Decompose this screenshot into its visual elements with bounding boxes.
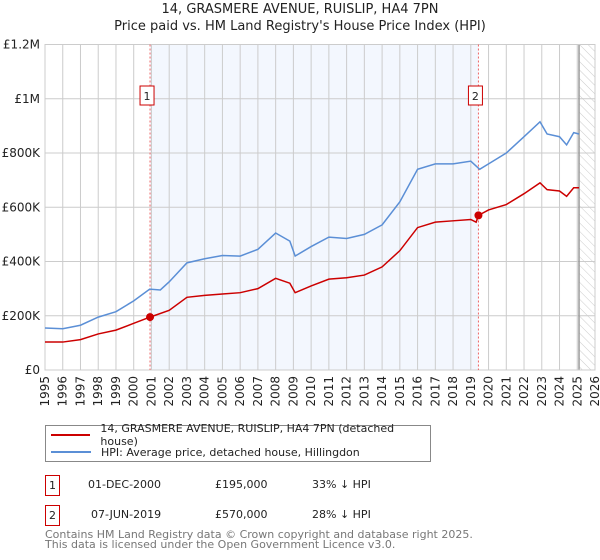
x-tick-label: 1996 <box>56 376 70 407</box>
x-tick-label: 2004 <box>198 376 212 407</box>
legend-swatch-blue <box>51 451 91 453</box>
x-tick-label: 1995 <box>38 376 52 407</box>
x-tick-label: 2007 <box>251 376 265 407</box>
marker-badge: 2 <box>45 505 60 526</box>
x-tick-label: 2006 <box>233 376 247 407</box>
date: 01-DEC-2000 <box>88 478 162 491</box>
x-tick-label: 1998 <box>91 376 105 407</box>
hpi-delta: 33% ↓ HPI <box>312 478 371 491</box>
sale-point <box>474 211 483 220</box>
x-tick-label: 2003 <box>180 376 194 407</box>
price: £570,000 <box>215 508 268 521</box>
x-tick-label: 2015 <box>393 376 407 407</box>
x-tick-label: 2008 <box>269 376 283 407</box>
x-tick-label: 2010 <box>304 376 318 407</box>
y-tick-label: £1.2M <box>3 38 40 52</box>
x-tick-label: 2022 <box>517 376 531 407</box>
marker-badge <box>467 85 483 106</box>
marker-label: 2 <box>472 90 479 103</box>
y-tick-label: £800K <box>2 146 42 160</box>
x-tick-label: 2001 <box>144 376 158 407</box>
copyright-text: Contains HM Land Registry data © Crown c… <box>45 528 473 541</box>
marker-badge <box>139 85 155 106</box>
y-tick-label: £200K <box>2 309 42 323</box>
x-tick-label: 2016 <box>411 376 425 407</box>
x-tick-label: 2020 <box>482 376 496 407</box>
date: 07-JUN-2019 <box>91 508 162 521</box>
marker-label: 1 <box>144 90 151 103</box>
legend-label: HPI: Average price, detached house, Hill… <box>101 445 360 459</box>
y-tick-label: £600K <box>2 200 42 214</box>
x-tick-label: 2018 <box>446 376 460 407</box>
x-tick-label: 2021 <box>499 376 513 407</box>
x-tick-label: 2019 <box>464 376 478 407</box>
hpi-delta: 28% ↓ HPI <box>312 508 371 521</box>
x-tick-label: 2002 <box>162 376 176 407</box>
x-tick-label: 2017 <box>428 376 442 407</box>
legend: 14, GRASMERE AVENUE, RUISLIP, HA4 7PN (d… <box>45 422 431 462</box>
sale-point <box>146 313 155 322</box>
chart-title: 14, GRASMERE AVENUE, RUISLIP, HA4 7PN <box>161 2 439 17</box>
legend-item-hpi: HPI: Average price, detached house, Hill… <box>51 444 360 460</box>
x-tick-label: 1997 <box>73 376 87 407</box>
price: £195,000 <box>215 478 268 491</box>
series-line <box>44 120 580 330</box>
x-tick-label: 2009 <box>286 376 300 407</box>
marker-badge: 1 <box>45 475 60 496</box>
licence-text: This data is licensed under the Open Gov… <box>45 538 396 551</box>
x-tick-label: 2024 <box>553 376 567 407</box>
x-tick-label: 2014 <box>375 376 389 407</box>
y-tick-label: £0 <box>25 363 40 377</box>
footer: Contains HM Land Registry data © Crown c… <box>45 528 473 551</box>
y-tick-label: £400K <box>2 255 42 269</box>
x-tick-label: 2023 <box>535 376 549 407</box>
x-tick-label: 2011 <box>322 376 336 407</box>
x-tick-label: 2005 <box>215 376 229 407</box>
x-tick-label: 2000 <box>127 376 141 407</box>
y-tick-label: £1M <box>14 92 40 106</box>
x-tick-label: 1999 <box>109 376 123 407</box>
x-tick-label: 2013 <box>357 376 371 407</box>
x-tick-label: 2026 <box>588 376 600 407</box>
legend-item-property: 14, GRASMERE AVENUE, RUISLIP, HA4 7PN (d… <box>51 422 430 448</box>
legend-swatch-red <box>51 434 91 436</box>
chart-subtitle: Price paid vs. HM Land Registry's House … <box>114 19 486 34</box>
x-tick-label: 2025 <box>570 376 584 407</box>
x-tick-label: 2012 <box>340 376 354 407</box>
plot-border <box>44 44 596 371</box>
legend-label: 14, GRASMERE AVENUE, RUISLIP, HA4 7PN (d… <box>100 422 395 448</box>
